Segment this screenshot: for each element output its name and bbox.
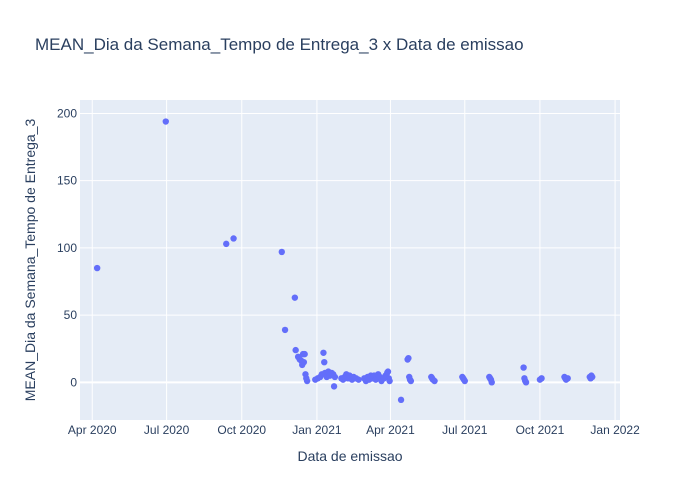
data-point <box>223 240 230 248</box>
data-point <box>355 376 362 383</box>
x-axis: Apr 2020 Jul 2020 Oct 2020 Jan 2021 Apr 2021… <box>68 423 640 437</box>
x-tick-label: Apr 2021 <box>366 423 415 437</box>
data-point <box>162 118 169 125</box>
y-axis: 0 50 100 150 200 <box>57 106 77 389</box>
data-point <box>564 375 571 382</box>
y-tick-label: 200 <box>57 106 77 120</box>
data-point <box>522 379 530 386</box>
y-tick-label: 50 <box>64 308 78 322</box>
data-point <box>230 235 237 242</box>
x-tick-label: Jul 2021 <box>442 423 488 437</box>
data-point <box>407 377 415 385</box>
data-point <box>320 349 327 356</box>
data-point <box>461 377 468 385</box>
data-point <box>488 379 495 386</box>
data-point <box>292 346 299 354</box>
data-point <box>278 248 285 256</box>
x-tick-label: Jul 2020 <box>144 423 190 437</box>
data-point <box>301 350 308 358</box>
data-point <box>300 358 308 366</box>
grid <box>80 100 620 420</box>
data-point <box>384 368 392 375</box>
data-point <box>330 383 338 390</box>
y-axis-title: MEAN_Dia da Semana_Tempo de Entrega_3 <box>22 119 38 402</box>
y-tick-label: 0 <box>70 375 77 389</box>
x-tick-label: Jan 2022 <box>590 423 640 437</box>
data-point <box>331 373 339 381</box>
data-point <box>281 326 289 334</box>
x-tick-label: Apr 2020 <box>68 423 117 437</box>
data-point <box>291 294 299 301</box>
data-point <box>93 264 101 272</box>
x-tick-label: Oct 2020 <box>217 423 266 437</box>
y-tick-label: 150 <box>57 174 77 188</box>
data-point <box>386 377 393 385</box>
x-tick-label: Oct 2021 <box>516 423 565 437</box>
x-tick-label: Jan 2021 <box>292 423 342 437</box>
data-point <box>397 396 405 404</box>
data-point <box>405 354 412 362</box>
data-point <box>303 377 311 385</box>
data-point <box>520 364 527 371</box>
data-point <box>321 358 328 366</box>
data-point <box>538 375 545 382</box>
chart-title: MEAN_Dia da Semana_Tempo de Entrega_3 x … <box>35 35 524 54</box>
data-point <box>431 377 438 385</box>
plot-area <box>80 100 620 420</box>
x-axis-title: Data de emissao <box>297 448 402 464</box>
y-tick-label: 100 <box>57 241 77 255</box>
data-point <box>589 373 596 381</box>
data-points <box>93 118 596 404</box>
